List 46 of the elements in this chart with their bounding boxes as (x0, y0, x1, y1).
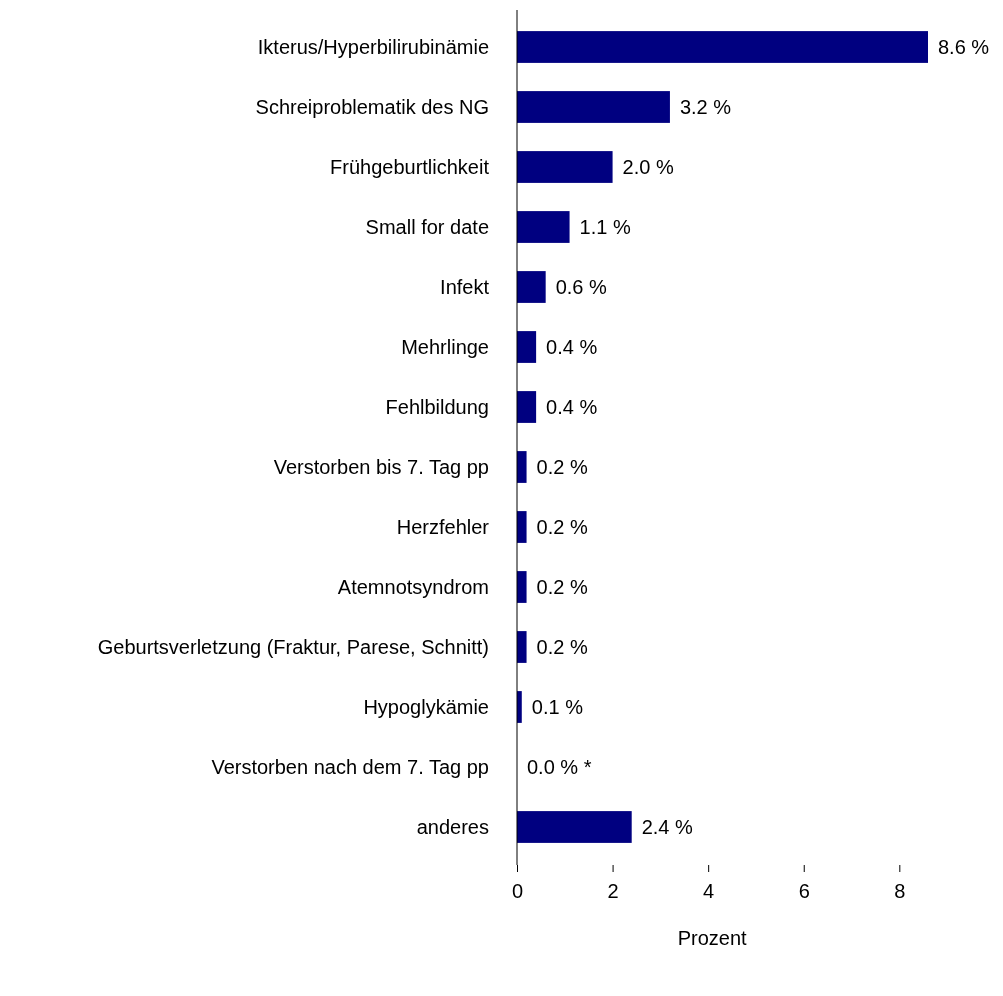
data-label: 1.1 % (579, 216, 631, 238)
data-label: 0.2 % (536, 576, 588, 598)
bar (517, 571, 527, 603)
y-tick-label: Verstorben nach dem 7. Tag pp (211, 756, 489, 778)
bar (517, 631, 527, 663)
data-label: 0.6 % (555, 276, 608, 298)
bar (517, 331, 537, 363)
bar (517, 811, 632, 843)
data-label: 0.2 % (536, 516, 588, 538)
x-tick-label: 4 (703, 880, 715, 903)
data-label: 0.4 % (546, 396, 598, 418)
data-label: 0.2 % (536, 456, 588, 478)
bar (517, 511, 527, 543)
bar (517, 451, 527, 483)
y-tick-label: Herzfehler (396, 516, 490, 538)
bar (517, 31, 928, 63)
data-label: 8.6 % (938, 36, 990, 58)
data-label: 3.2 % (679, 96, 732, 118)
data-label: 2.4 % (641, 816, 694, 838)
bar (517, 211, 570, 243)
bar (517, 391, 537, 423)
y-tick-label: Mehrlinge (401, 336, 489, 358)
data-label: 2.0 % (622, 156, 674, 178)
y-tick-label: Ikterus/Hyperbilirubinämie (257, 36, 489, 58)
bar (517, 91, 670, 123)
y-tick-label: Schreiproblematik des NG (255, 96, 489, 118)
bar (517, 151, 613, 183)
y-tick-label: Atemnotsyndrom (337, 576, 489, 598)
data-label: 0.2 % (536, 636, 588, 658)
y-tick-label: Infekt (440, 276, 490, 298)
x-tick-label: 8 (894, 880, 906, 903)
x-tick-label: 6 (798, 880, 810, 903)
y-tick-label: Verstorben bis 7. Tag pp (273, 456, 489, 478)
x-axis-title: Prozent (677, 927, 748, 949)
y-tick-label: Geburtsverletzung (Fraktur, Parese, Schnitt) (97, 636, 489, 658)
y-tick-label: Small for date (365, 216, 489, 238)
data-label: 0.4 % (546, 336, 598, 358)
bar (517, 271, 546, 303)
data-label: 0.1 % (531, 696, 584, 718)
x-tick-label: 0 (511, 880, 524, 903)
data-label: 0.0 % * (527, 756, 592, 778)
y-tick-label: Fehlbildung (385, 396, 489, 418)
y-tick-label: Frühgeburtlichkeit (330, 156, 490, 178)
y-tick-label: anderes (416, 816, 489, 838)
x-tick-label: 2 (607, 880, 619, 903)
y-tick-label: Hypoglykämie (363, 696, 489, 718)
